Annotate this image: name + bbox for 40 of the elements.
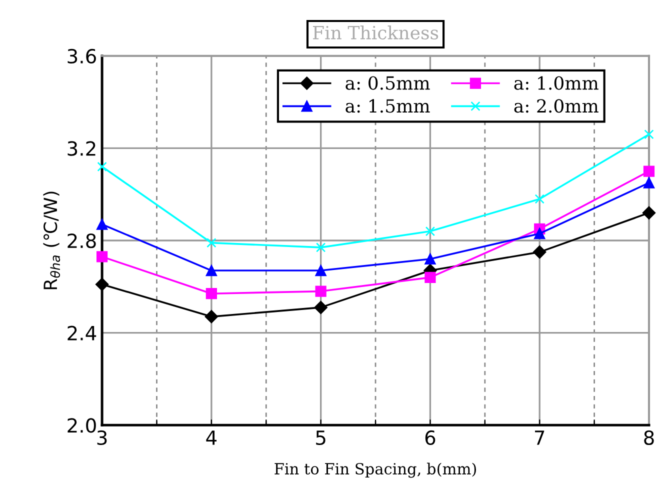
point [96, 251, 108, 262]
point [643, 177, 655, 188]
point [96, 218, 108, 230]
point [424, 272, 436, 283]
point [644, 129, 654, 140]
point [315, 286, 326, 297]
point [534, 228, 546, 240]
point [314, 300, 328, 314]
x-tick-label: 4 [206, 430, 217, 445]
legend-label: a: 0.5mm [346, 76, 430, 90]
point [534, 194, 544, 204]
y-tick-label: 3.6 [68, 48, 96, 64]
x-tick-label: 3 [97, 430, 107, 446]
y-axis-title: R$_{θha}$ (℃/W) [43, 192, 60, 290]
x-tick-label: 6 [425, 430, 436, 446]
legend-label: a: 2.0mm [514, 99, 598, 113]
point [95, 278, 109, 291]
point [643, 166, 655, 177]
point [206, 288, 217, 300]
point [204, 310, 218, 324]
point [642, 206, 656, 220]
point [424, 253, 436, 265]
y-tick-label: 2.0 [68, 418, 96, 433]
point [533, 245, 546, 259]
point [97, 162, 107, 172]
y-tick-label: 2.4 [68, 326, 96, 340]
point [206, 238, 216, 248]
chart-title: Fin Thickness [313, 26, 438, 40]
x-tick-label: 5 [316, 430, 326, 446]
x-tick-label: 7 [535, 430, 544, 445]
point [425, 226, 436, 236]
point [316, 242, 326, 252]
legend-label: a: 1.0mm [514, 76, 598, 90]
x-axis-title: Fin to Fin Spacing, b(mm) [274, 462, 476, 478]
legend-label: a: 1.5mm [346, 99, 430, 113]
y-tick-label: 3.2 [68, 141, 96, 156]
point [206, 264, 217, 276]
point [315, 264, 326, 276]
y-tick-label: 2.8 [68, 233, 96, 248]
x-tick-label: 8 [644, 430, 654, 446]
